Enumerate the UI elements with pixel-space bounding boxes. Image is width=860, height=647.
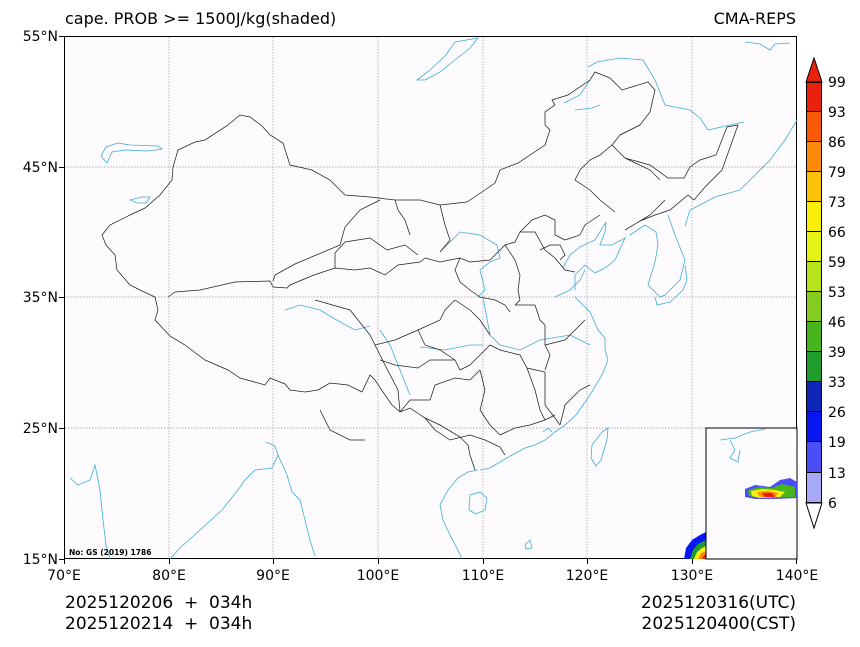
valid-time-block: 2025120316(UTC) 2025120400(CST): [641, 593, 796, 635]
x-tick: [483, 559, 484, 564]
x-tick: [169, 559, 170, 564]
political-borders: [101, 71, 739, 471]
x-axis-label: 120°E: [565, 568, 609, 584]
y-axis-label: 35°N: [22, 290, 58, 306]
colorbar-label: 46: [828, 315, 846, 331]
colorbar-cell: [806, 382, 822, 412]
init-time-block: 2025120206 + 034h 2025120214 + 034h: [65, 593, 252, 635]
chart-title: cape. PROB >= 1500J/kg(shaded): [65, 9, 337, 28]
valid-time-cst: 2025120400(CST): [641, 614, 796, 634]
map-approval-credit: No: GS (2019) 1786: [69, 548, 152, 557]
x-tick: [692, 559, 693, 564]
init-time-utc: 2025120206 + 034h: [65, 593, 253, 613]
y-tick: [59, 36, 64, 37]
init-time-cst: 2025120214 + 034h: [65, 614, 253, 634]
x-axis-label: 80°E: [152, 568, 186, 584]
colorbar-label: 99: [828, 75, 846, 91]
colorbar-cell: [806, 473, 822, 503]
y-tick: [59, 167, 64, 168]
x-axis-label: 90°E: [256, 568, 290, 584]
colorbar-cell: [806, 322, 822, 352]
south-china-sea-inset: [705, 427, 798, 560]
x-axis-label: 140°E: [775, 568, 819, 584]
prob-shading-main: [684, 532, 706, 559]
colorbar-label: 86: [828, 135, 846, 151]
colorbar-cell: [806, 82, 822, 112]
y-axis-label: 55°N: [22, 29, 58, 45]
colorbar-label: 39: [828, 345, 846, 361]
x-axis-label: 100°E: [356, 568, 400, 584]
y-tick: [59, 559, 64, 560]
colorbar-label: 59: [828, 255, 846, 271]
colorbar-label: 33: [828, 375, 846, 391]
colorbar-cell: [806, 352, 822, 382]
colorbar-min-arrow: [805, 502, 823, 530]
colorbar-cell: [806, 112, 822, 142]
colorbar-cell: [806, 412, 822, 442]
x-axis-label: 70°E: [47, 568, 81, 584]
x-tick: [273, 559, 274, 564]
coastlines-and-rivers: [69, 37, 798, 560]
y-tick: [59, 428, 64, 429]
gridlines: [65, 37, 796, 558]
y-tick: [59, 297, 64, 298]
colorbar-cell: [806, 172, 822, 202]
x-axis-label: 110°E: [461, 568, 505, 584]
colorbar-label: 6: [828, 496, 837, 512]
colorbar-label: 53: [828, 285, 846, 301]
x-axis-label: 130°E: [670, 568, 714, 584]
y-axis-label: 15°N: [22, 552, 58, 568]
x-tick: [587, 559, 588, 564]
colorbar-cell: [806, 232, 822, 262]
colorbar-label: 26: [828, 405, 846, 421]
x-tick: [378, 559, 379, 564]
colorbar-label: 93: [828, 105, 846, 121]
y-axis-label: 25°N: [22, 421, 58, 437]
colorbar-label: 66: [828, 225, 846, 241]
colorbar-cell: [806, 262, 822, 292]
colorbar-label: 13: [828, 466, 846, 482]
colorbar-label: 19: [828, 435, 846, 451]
colorbar-cell: [806, 292, 822, 322]
y-axis-label: 45°N: [22, 160, 58, 176]
colorbar-cell: [806, 142, 822, 172]
colorbar-label: 79: [828, 165, 846, 181]
model-name: CMA-REPS: [713, 9, 796, 28]
x-tick: [64, 559, 65, 564]
colorbar-max-arrow: [805, 56, 823, 83]
colorbar-cell: [806, 202, 822, 232]
colorbar-cell: [806, 442, 822, 473]
valid-time-utc: 2025120316(UTC): [640, 593, 796, 613]
x-tick: [796, 559, 797, 564]
colorbar-label: 73: [828, 195, 846, 211]
